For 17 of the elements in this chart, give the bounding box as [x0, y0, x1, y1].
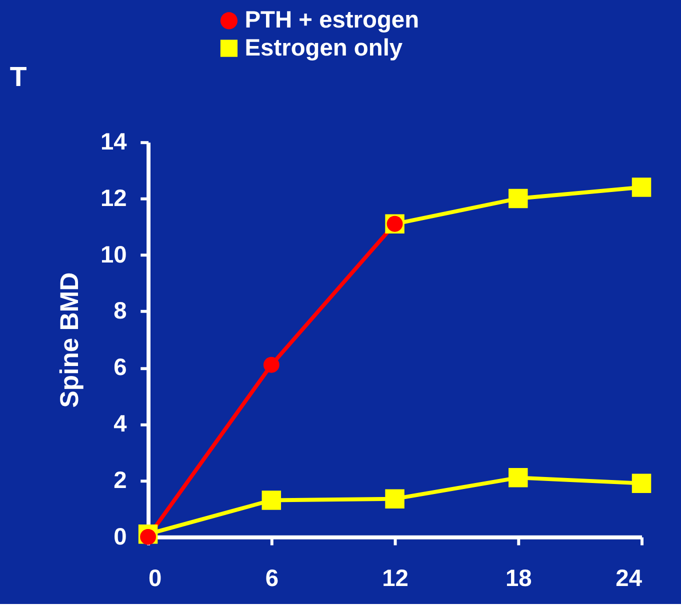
legend-label: PTH + estrogen — [244, 8, 420, 34]
y-tick-label: 10 — [100, 242, 127, 268]
y-tick-label: 14 — [100, 130, 128, 156]
x-tick-label: 6 — [265, 566, 278, 592]
y-axis-title: Spine BMD — [56, 272, 84, 408]
y-tick-label: 2 — [114, 468, 127, 494]
x-tick-label: 18 — [505, 566, 532, 592]
x-tick-label: 0 — [148, 566, 162, 592]
y-tick-label: 0 — [114, 524, 127, 550]
y-tick-label: 12 — [100, 186, 127, 212]
x-tick-label: 24 — [616, 566, 643, 592]
x-tick-label: 12 — [382, 566, 408, 592]
y-tick-label: 8 — [114, 298, 127, 325]
y-tick-label: 6 — [114, 355, 127, 382]
text: T — [10, 60, 27, 92]
legend-label: Estrogen only — [244, 35, 404, 62]
y-tick-label: 4 — [114, 412, 128, 438]
